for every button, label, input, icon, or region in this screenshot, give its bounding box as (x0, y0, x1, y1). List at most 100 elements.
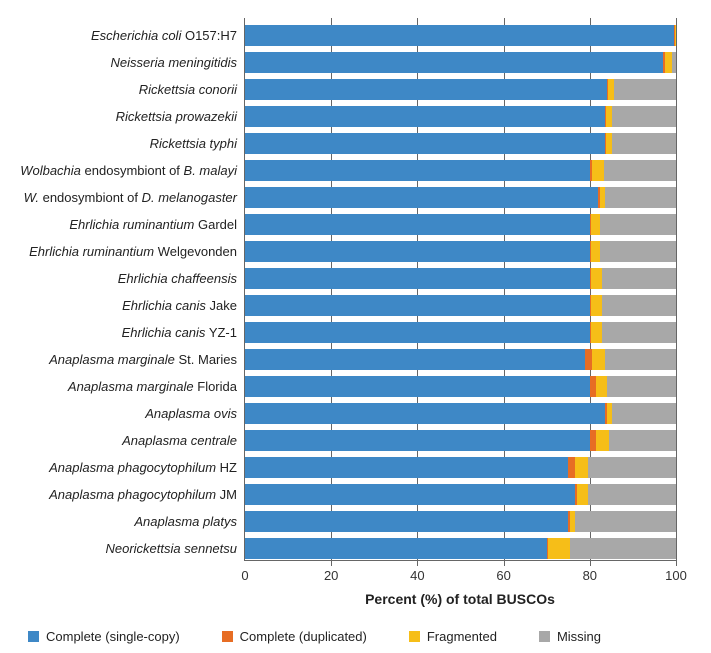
legend-label: Complete (duplicated) (240, 629, 367, 644)
row-label: Rickettsia prowazekii (116, 109, 237, 124)
busco-chart: 020406080100Escherichia coli O157:H7Neis… (0, 0, 711, 653)
x-tick-label: 100 (665, 568, 687, 583)
stacked-bar (245, 376, 676, 397)
bar-row: Ehrlichia canis Jake (245, 295, 676, 316)
bar-segment-complete_single (245, 295, 590, 316)
bar-segment-complete_single (245, 79, 607, 100)
gridline (676, 18, 677, 566)
bar-segment-missing (575, 511, 676, 532)
row-label: Wolbachia endosymbiont of B. malayi (20, 163, 237, 178)
row-label: Ehrlichia ruminantium Gardel (69, 217, 237, 232)
bar-segment-complete_single (245, 268, 590, 289)
stacked-bar (245, 322, 676, 343)
stacked-bar (245, 106, 676, 127)
row-label: Anaplasma marginale St. Maries (49, 352, 237, 367)
bar-row: Anaplasma marginale Florida (245, 376, 676, 397)
bar-row: Ehrlichia canis YZ-1 (245, 322, 676, 343)
bar-segment-missing (614, 79, 676, 100)
bar-segment-fragmented (548, 538, 570, 559)
bar-segment-fragmented (592, 349, 605, 370)
bar-segment-complete_single (245, 376, 590, 397)
bar-segment-missing (605, 187, 676, 208)
bar-row: Rickettsia prowazekii (245, 106, 676, 127)
bar-segment-fragmented (591, 322, 602, 343)
bar-segment-complete_single (245, 511, 568, 532)
row-label: Neorickettsia sennetsu (105, 541, 237, 556)
bar-segment-missing (612, 133, 676, 154)
bar-segment-complete_single (245, 106, 605, 127)
bar-segment-fragmented (596, 430, 609, 451)
stacked-bar (245, 79, 676, 100)
stacked-bar (245, 25, 676, 46)
x-tick-label: 40 (410, 568, 424, 583)
bar-segment-missing (600, 241, 676, 262)
bar-segment-complete_single (245, 187, 598, 208)
bar-segment-missing (609, 430, 676, 451)
x-axis-title: Percent (%) of total BUSCOs (244, 591, 676, 607)
row-label: Anaplasma marginale Florida (68, 379, 237, 394)
bar-segment-missing (612, 403, 676, 424)
legend-swatch (28, 631, 39, 642)
stacked-bar (245, 52, 676, 73)
row-label: Neisseria meningitidis (111, 55, 237, 70)
bar-row: W. endosymbiont of D. melanogaster (245, 187, 676, 208)
bar-row: Anaplasma ovis (245, 403, 676, 424)
bar-segment-missing (602, 268, 676, 289)
bar-row: Ehrlichia chaffeensis (245, 268, 676, 289)
stacked-bar (245, 214, 676, 235)
bar-segment-complete_single (245, 241, 590, 262)
bar-row: Rickettsia conorii (245, 79, 676, 100)
bar-segment-fragmented (591, 214, 600, 235)
stacked-bar (245, 160, 676, 181)
legend-swatch (539, 631, 550, 642)
row-label: Ehrlichia canis Jake (122, 298, 237, 313)
bar-row: Anaplasma centrale (245, 430, 676, 451)
stacked-bar (245, 538, 676, 559)
bar-row: Anaplasma platys (245, 511, 676, 532)
bar-segment-complete_single (245, 52, 663, 73)
row-label: Anaplasma centrale (122, 433, 237, 448)
legend-item: Complete (duplicated) (222, 629, 367, 644)
bar-segment-complete_single (245, 214, 590, 235)
row-label: Escherichia coli O157:H7 (91, 28, 237, 43)
stacked-bar (245, 268, 676, 289)
bar-row: Wolbachia endosymbiont of B. malayi (245, 160, 676, 181)
bar-segment-missing (612, 106, 676, 127)
bar-segment-complete_single (245, 322, 590, 343)
row-label: Rickettsia typhi (150, 136, 237, 151)
bar-row: Rickettsia typhi (245, 133, 676, 154)
bar-segment-fragmented (675, 25, 676, 46)
bar-row: Anaplasma phagocytophilum HZ (245, 457, 676, 478)
bar-segment-fragmented (591, 295, 602, 316)
legend-label: Missing (557, 629, 601, 644)
bar-segment-missing (602, 295, 676, 316)
bar-row: Ehrlichia ruminantium Welgevonden (245, 241, 676, 262)
stacked-bar (245, 187, 676, 208)
bar-segment-missing (588, 484, 676, 505)
row-label: Ehrlichia canis YZ-1 (122, 325, 237, 340)
x-tick-label: 60 (496, 568, 510, 583)
bar-segment-missing (588, 457, 676, 478)
row-label: Ehrlichia chaffeensis (118, 271, 237, 286)
bar-segment-complete_single (245, 538, 547, 559)
legend-swatch (409, 631, 420, 642)
stacked-bar (245, 511, 676, 532)
bar-segment-missing (605, 349, 676, 370)
bar-segment-missing (600, 214, 676, 235)
legend-item: Fragmented (409, 629, 497, 644)
bar-segment-missing (672, 52, 676, 73)
row-label: Ehrlichia ruminantium Welgevonden (29, 244, 237, 259)
row-label: W. endosymbiont of D. melanogaster (24, 190, 237, 205)
bar-segment-complete_single (245, 403, 605, 424)
bar-row: Neisseria meningitidis (245, 52, 676, 73)
legend-label: Complete (single-copy) (46, 629, 180, 644)
row-label: Anaplasma ovis (145, 406, 237, 421)
bar-segment-missing (604, 160, 676, 181)
legend-item: Missing (539, 629, 601, 644)
bar-segment-fragmented (575, 457, 588, 478)
legend-label: Fragmented (427, 629, 497, 644)
bar-segment-complete_single (245, 133, 605, 154)
stacked-bar (245, 349, 676, 370)
bar-segment-complete_single (245, 484, 575, 505)
x-tick-label: 20 (324, 568, 338, 583)
